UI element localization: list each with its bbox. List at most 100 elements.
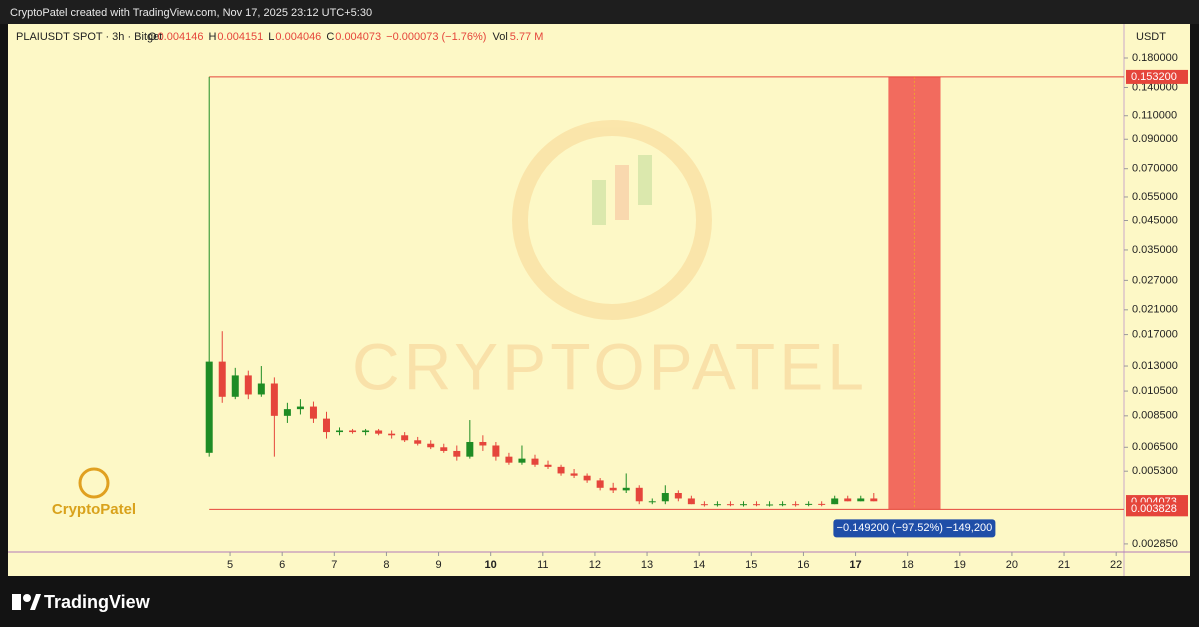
- legend-value: 0.004146: [158, 31, 204, 43]
- candle-body: [870, 498, 878, 502]
- candle-body: [596, 480, 604, 488]
- measure-label: −0.149200 (−97.52%) −149,200: [837, 522, 993, 534]
- candle-body: [753, 504, 761, 506]
- legend-key: Vol: [492, 31, 507, 43]
- candle-body: [283, 409, 291, 416]
- y-tick-label: 0.021000: [1132, 304, 1178, 316]
- x-tick-label: 22: [1110, 559, 1122, 571]
- candle-body: [336, 430, 344, 433]
- y-tick-label: 0.140000: [1132, 81, 1178, 93]
- footer-logo: [23, 594, 31, 602]
- candle-body: [453, 450, 461, 457]
- watermark-icon: [592, 180, 606, 225]
- footer: TradingView: [12, 592, 151, 612]
- price-label: 0.153200: [1131, 71, 1177, 83]
- candle-body: [401, 435, 409, 441]
- x-tick-label: 12: [589, 559, 601, 571]
- x-tick-label: 17: [849, 559, 861, 571]
- candle-body: [414, 440, 422, 444]
- candle-body: [349, 430, 357, 433]
- candle-body: [544, 464, 552, 467]
- footer-logo: [12, 594, 21, 610]
- candle-body: [674, 493, 682, 499]
- candle-body: [792, 504, 800, 506]
- y-tick-label: 0.017000: [1132, 328, 1178, 340]
- x-tick-label: 5: [227, 559, 233, 571]
- logo-coin: [78, 467, 110, 499]
- candle-body: [739, 504, 747, 506]
- candle-body: [388, 433, 396, 436]
- candle-body: [296, 406, 304, 410]
- candle-body: [818, 503, 826, 505]
- x-tick-label: 13: [641, 559, 653, 571]
- candle-body: [857, 498, 865, 502]
- candle-body: [479, 441, 487, 446]
- y-tick-label: 0.027000: [1132, 274, 1178, 286]
- x-tick-label: 8: [383, 559, 389, 571]
- y-tick-label: 0.045000: [1132, 214, 1178, 226]
- legend-key: O: [148, 31, 157, 43]
- y-tick-label: 0.002850: [1132, 538, 1178, 550]
- candle-body: [362, 430, 370, 433]
- header-text: CryptoPatel created with TradingView.com…: [10, 7, 372, 19]
- candle-body: [244, 375, 252, 395]
- price-label-box: [1126, 502, 1188, 517]
- watermark: CRYPTOPATEL: [352, 120, 864, 403]
- candle-body: [270, 383, 278, 416]
- measure-box: [833, 519, 996, 538]
- candle-body: [648, 501, 656, 503]
- candle-body: [622, 487, 630, 491]
- candle-body: [322, 418, 330, 433]
- x-tick-label: 7: [331, 559, 337, 571]
- y-tick-label: 0.070000: [1132, 163, 1178, 175]
- x-tick-label: 21: [1058, 559, 1070, 571]
- x-tick-label: 15: [745, 559, 757, 571]
- candle-body: [427, 443, 435, 448]
- candle-body: [844, 498, 852, 502]
- candle-body: [505, 456, 513, 463]
- candle-body: [440, 447, 448, 451]
- y-tick-label: 0.013000: [1132, 360, 1178, 372]
- y-tick-label: 0.055000: [1132, 191, 1178, 203]
- chart-pane: [8, 24, 1190, 576]
- x-tick-label: 18: [902, 559, 914, 571]
- candle-body: [700, 504, 708, 506]
- candle-body: [375, 430, 383, 434]
- y-tick-label: 0.006500: [1132, 441, 1178, 453]
- logo-text: CryptoPatel: [52, 501, 136, 518]
- top-bar: [0, 0, 1199, 24]
- candle-body: [492, 445, 500, 457]
- candle-body: [805, 503, 813, 505]
- y-tick-label: 0.110000: [1132, 110, 1177, 122]
- legend-value: 5.77 M: [510, 31, 544, 43]
- candle-body: [205, 361, 213, 453]
- candle-body: [766, 504, 774, 506]
- plot: O 0.004146 H 0.004151 L 0.004046 C 0.004073 −0.0…: [148, 31, 1188, 571]
- x-tick-label: 16: [797, 559, 809, 571]
- legend-value: 0.004073: [335, 31, 381, 43]
- candle-body: [257, 383, 265, 395]
- price-label: 0.003828: [1131, 503, 1177, 515]
- legend-key: L: [268, 31, 274, 43]
- legend-value: 0.004151: [217, 31, 263, 43]
- y-tick-label: 0.035000: [1132, 244, 1178, 256]
- x-tick-label: 20: [1006, 559, 1018, 571]
- legend-change: −0.000073 (−1.76%): [386, 31, 486, 43]
- candle-body: [661, 493, 669, 502]
- legend-key: C: [326, 31, 334, 43]
- candle-body: [570, 473, 578, 476]
- y-tick-label: 0.005300: [1132, 465, 1178, 477]
- y-tick-label: 0.090000: [1132, 133, 1178, 145]
- y-tick-label: 0.010500: [1132, 385, 1178, 397]
- x-tick-label: 9: [435, 559, 441, 571]
- watermark-icon: [638, 155, 652, 205]
- logo: CryptoPatel: [52, 467, 136, 518]
- x-tick-label: 10: [485, 559, 497, 571]
- y-tick-label: 0.180000: [1132, 52, 1178, 64]
- y-tick-label: 0.008500: [1132, 410, 1178, 422]
- price-label-box: [1126, 69, 1188, 84]
- watermark-ring: [512, 120, 712, 320]
- candle-body: [583, 475, 591, 481]
